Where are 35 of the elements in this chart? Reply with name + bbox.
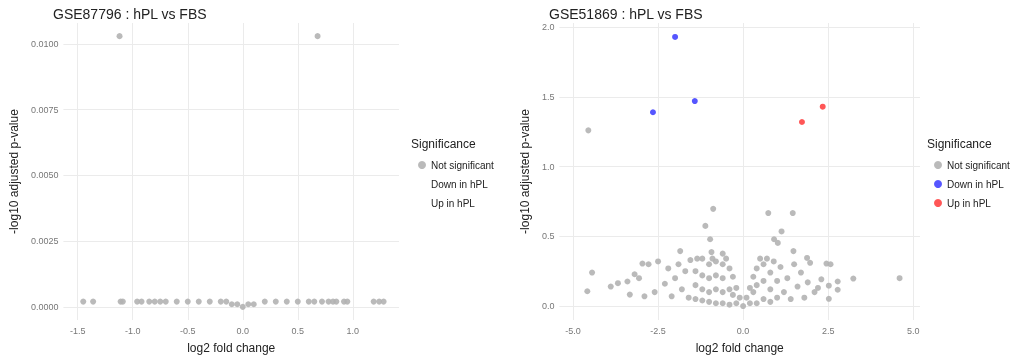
x-tick-label: -5.0 xyxy=(565,325,581,336)
x-tick-label: 0.5 xyxy=(291,325,305,336)
x-tick-label: 0.0 xyxy=(736,325,750,336)
text: Down in hPL xyxy=(431,178,489,190)
x-tick-label: 5.0 xyxy=(906,325,920,336)
y-tick-label: 1.5 xyxy=(541,91,555,102)
y-tick-label: 0.0100 xyxy=(30,39,59,50)
text: Up in hPL xyxy=(431,197,476,209)
y-tick-label: 0.0075 xyxy=(30,104,59,115)
legend-title: Significance xyxy=(927,137,993,151)
x-axis-title: log2 fold change xyxy=(695,341,785,355)
legend-title: Significance xyxy=(411,137,477,151)
chart-title: GSE87796 : hPL vs FBS xyxy=(53,6,207,22)
x-tick-label: 0.0 xyxy=(236,325,250,336)
legend-label: Down in hPL xyxy=(947,178,1005,190)
y-axis-title: -log10 adjusted p-value xyxy=(518,108,532,234)
chart-title: GSE51869 : hPL vs FBS xyxy=(549,6,703,22)
y-tick-label: 0.0 xyxy=(541,301,555,312)
y-tick-label: 0.0050 xyxy=(30,170,59,181)
x-tick-label: 1.0 xyxy=(346,325,360,336)
y-tick-label: 0.0025 xyxy=(30,236,59,247)
x-tick-label: -0.5 xyxy=(180,325,196,336)
y-tick-label: 0.5 xyxy=(541,231,555,242)
legend-label: Up in hPL xyxy=(947,197,992,209)
y-tick-label: 2.0 xyxy=(541,22,555,33)
x-tick-label: -1.5 xyxy=(69,325,86,336)
y-tick-label: 0.0000 xyxy=(30,301,59,312)
x-tick-label: 2.5 xyxy=(821,325,835,336)
y-tick-label: 1.0 xyxy=(541,161,555,172)
y-axis-title: -log10 adjusted p-value xyxy=(7,108,21,234)
x-tick-label: -2.5 xyxy=(650,325,666,336)
x-axis-title: log2 fold change xyxy=(187,341,276,355)
x-tick-label: -1.0 xyxy=(124,325,141,336)
legend-label: Not significant xyxy=(947,159,1011,171)
legend-label: Not significant xyxy=(431,159,495,171)
